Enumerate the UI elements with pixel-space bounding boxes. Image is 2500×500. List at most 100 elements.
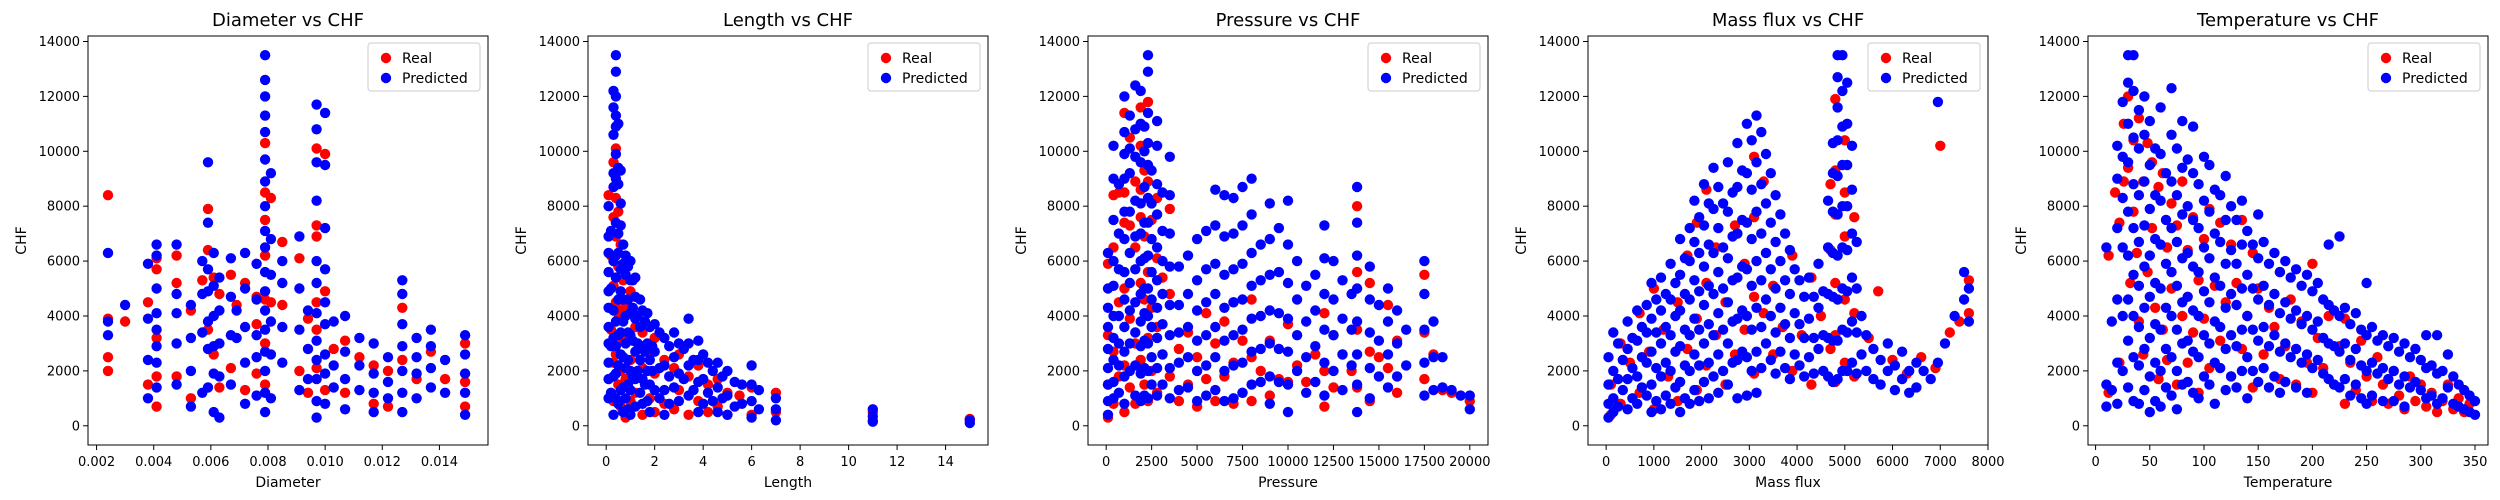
data-point-predicted	[1708, 371, 1719, 382]
data-point-predicted	[1151, 362, 1163, 374]
data-point-predicted	[2139, 220, 2150, 231]
data-point-predicted	[668, 352, 680, 363]
data-point-real	[2177, 310, 2188, 322]
data-point-predicted	[2290, 382, 2302, 393]
legend-label-predicted: Predicted	[402, 71, 468, 87]
data-point-predicted	[1102, 247, 1114, 259]
data-point-predicted	[251, 258, 262, 269]
data-point-predicted	[2258, 362, 2269, 374]
data-point-predicted	[2198, 286, 2210, 297]
x-tick-label: 6	[747, 455, 755, 470]
data-point-real	[259, 214, 271, 226]
data-point-real	[1328, 382, 1339, 393]
data-point-predicted	[1182, 321, 1194, 333]
data-point-predicted	[214, 338, 225, 349]
data-point-predicted	[1139, 146, 1150, 157]
data-point-predicted	[1794, 360, 1805, 371]
data-point-predicted	[2155, 365, 2166, 377]
data-point-predicted	[2204, 297, 2215, 308]
data-point-predicted	[1612, 373, 1624, 385]
data-point-predicted	[608, 102, 619, 113]
data-point-predicted	[634, 294, 646, 305]
data-point-predicted	[1282, 195, 1294, 206]
legend-label-real: Real	[1402, 51, 1432, 67]
x-tick-label: 4	[699, 455, 707, 470]
legend-marker-real	[1880, 52, 1892, 64]
data-point-predicted	[1142, 66, 1154, 77]
data-point-predicted	[2361, 365, 2372, 377]
data-point-real	[1124, 313, 1136, 324]
data-point-predicted	[1846, 357, 1858, 368]
data-point-predicted	[1608, 365, 1619, 377]
data-point-predicted	[1660, 390, 1672, 401]
data-point-predicted	[2399, 371, 2410, 382]
data-point-real	[2339, 398, 2351, 409]
data-point-predicted	[1401, 324, 1412, 335]
data-point-predicted	[1146, 165, 1157, 176]
data-point-predicted	[2242, 352, 2253, 363]
data-point-real	[2153, 373, 2164, 385]
data-point-predicted	[1751, 255, 1762, 267]
data-point-predicted	[319, 222, 331, 234]
x-tick-label: 10	[840, 455, 857, 470]
data-point-predicted	[2231, 341, 2242, 352]
data-point-predicted	[1722, 253, 1734, 264]
data-point-predicted	[411, 368, 422, 379]
data-point-predicted	[1264, 338, 1276, 349]
data-point-predicted	[1655, 272, 1667, 283]
data-point-predicted	[1784, 244, 1796, 256]
data-point-predicted	[2388, 365, 2399, 377]
data-point-real	[294, 365, 305, 377]
data-point-predicted	[615, 286, 626, 297]
data-point-real	[1839, 135, 1851, 146]
data-point-predicted	[311, 373, 322, 385]
data-point-predicted	[2198, 371, 2210, 382]
data-point-real	[1164, 371, 1176, 382]
data-point-predicted	[2133, 398, 2145, 409]
y-tick-label: 12000	[1039, 90, 1080, 105]
data-point-predicted	[397, 365, 408, 377]
data-point-real	[459, 376, 471, 388]
data-point-predicted	[1328, 294, 1339, 305]
data-point-predicted	[1713, 308, 1724, 319]
data-point-predicted	[1142, 338, 1154, 349]
data-point-real	[1210, 338, 1221, 349]
data-point-predicted	[1784, 332, 1796, 344]
data-point-predicted	[2166, 176, 2177, 187]
data-point-predicted	[1655, 371, 1667, 382]
data-point-predicted	[1846, 228, 1858, 239]
data-point-real	[1382, 362, 1394, 374]
data-point-predicted	[239, 247, 251, 259]
data-point-predicted	[277, 357, 288, 368]
data-point-predicted	[1201, 360, 1212, 371]
data-point-predicted	[664, 371, 675, 382]
data-point-real	[1164, 203, 1176, 215]
data-point-predicted	[1794, 319, 1805, 330]
data-point-predicted	[2182, 335, 2193, 346]
data-point-predicted	[1364, 393, 1376, 404]
data-point-predicted	[2171, 324, 2183, 335]
data-point-predicted	[2112, 173, 2123, 184]
data-point-predicted	[2160, 382, 2172, 393]
data-point-real	[142, 379, 154, 390]
data-point-predicted	[1632, 398, 1643, 409]
data-point-predicted	[1157, 379, 1168, 390]
chart-panel-2: Length vs CHF 0 2 4 6 8 10 12 14 0 2000 4000 6000 800…	[514, 10, 989, 491]
data-point-predicted	[1708, 162, 1719, 173]
data-point-predicted	[1337, 349, 1348, 360]
data-point-predicted	[1382, 349, 1394, 360]
data-point-predicted	[411, 352, 422, 363]
data-point-predicted	[1310, 376, 1321, 388]
legend-marker-predicted	[880, 72, 892, 84]
data-point-real	[1319, 365, 1330, 377]
data-point-real	[683, 409, 694, 420]
data-point-predicted	[1655, 338, 1667, 349]
data-point-predicted	[2128, 85, 2139, 97]
data-point-real	[1806, 379, 1817, 390]
legend-marker-real	[880, 52, 892, 64]
data-point-predicted	[2236, 365, 2248, 377]
data-point-predicted	[1770, 283, 1781, 294]
data-point-predicted	[1808, 332, 1820, 344]
data-point-predicted	[659, 332, 670, 344]
data-point-predicted	[2426, 360, 2437, 371]
